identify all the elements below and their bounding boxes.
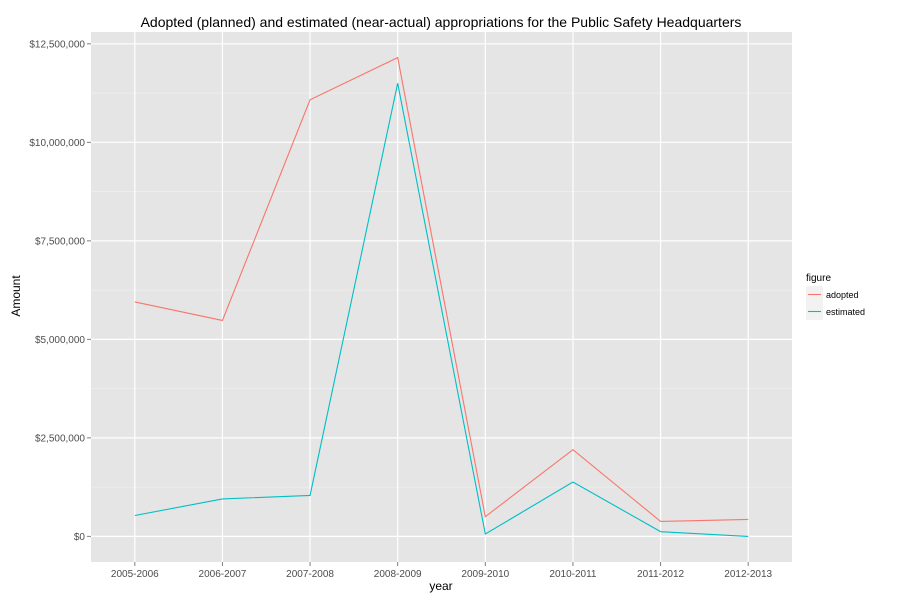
series-line-adopted (134, 56, 749, 522)
y-tick-label: $12,500,000 (29, 39, 85, 50)
y-tick-label: $0 (74, 532, 86, 543)
legend-label-estimated: estimated (826, 307, 865, 317)
legend-label-adopted: adopted (826, 290, 859, 300)
y-tick-label: $10,000,000 (29, 138, 85, 149)
x-axis-title: year (429, 579, 452, 593)
series-lines (134, 56, 749, 537)
x-tick-label: 2009-2010 (461, 569, 509, 580)
chart-title: Adopted (planned) and estimated (near-ac… (141, 14, 742, 30)
plot-panel (91, 32, 792, 562)
legend: figure adopted estimated (806, 273, 865, 320)
x-axis: 2005-2006 2006-2007 2007-2008 2008-2009 2009… (111, 562, 773, 580)
x-tick-label: 2011-2012 (637, 569, 685, 580)
x-tick-label: 2005-2006 (111, 569, 159, 580)
y-tick-label: $2,500,000 (35, 433, 85, 444)
legend-title: figure (806, 273, 831, 284)
y-tick-label: $7,500,000 (35, 236, 85, 247)
x-tick-label: 2006-2007 (199, 569, 247, 580)
x-tick-label: 2008-2009 (374, 569, 422, 580)
x-tick-label: 2012-2013 (724, 569, 772, 580)
x-tick-label: 2010-2011 (549, 569, 597, 580)
minor-gridlines (91, 92, 792, 488)
x-tick-label: 2007-2008 (286, 569, 334, 580)
y-axis: $0 $2,500,000 $5,000,000 $7,500,000 $10,000,… (29, 39, 91, 543)
y-tick-label: $5,000,000 (35, 335, 85, 346)
series-line-estimated (134, 83, 749, 537)
y-axis-title: Amount (9, 275, 23, 317)
major-gridlines (91, 32, 792, 562)
